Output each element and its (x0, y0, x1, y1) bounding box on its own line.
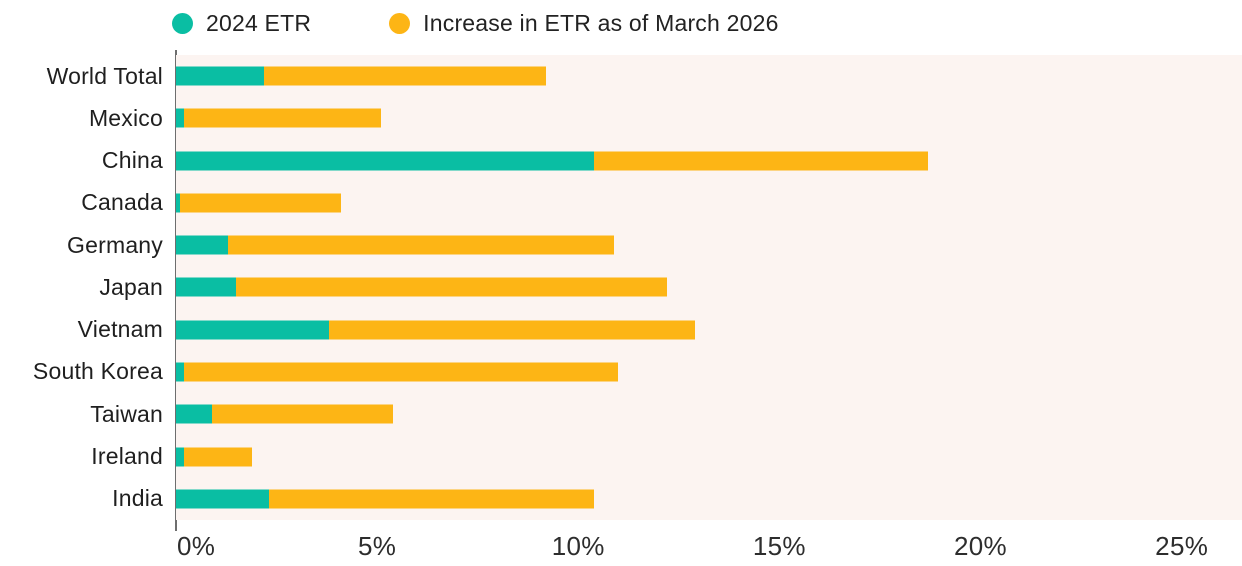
bar-segment-2024-etr (176, 404, 213, 424)
bar-row (176, 351, 1242, 393)
category-label: Mexico (88, 104, 163, 131)
stacked-bar (176, 193, 1242, 213)
x-axis-tick-label: 15% (752, 531, 806, 561)
bar-row (176, 224, 1242, 266)
stacked-bar (176, 277, 1242, 297)
bar-segment-increase (184, 108, 382, 128)
legend-label-increase: Increase in ETR as of March 2026 (423, 10, 779, 36)
bar-segment-increase (228, 235, 615, 255)
legend-dot-orange-icon (389, 13, 411, 34)
bar-row (176, 97, 1242, 139)
legend-item-increase: Increase in ETR as of March 2026 (389, 10, 778, 37)
bar-segment-2024-etr (176, 489, 269, 509)
category-label: Vietnam (77, 316, 163, 343)
x-axis-tick-labels: 0% 5% 10% 15% 20% 25% (176, 531, 1242, 563)
bar-segment-increase (184, 447, 253, 467)
bar-row (176, 478, 1242, 520)
stacked-bar (176, 447, 1242, 467)
category-label: Germany (67, 231, 163, 258)
bar-rows (176, 55, 1242, 520)
bar-row (176, 393, 1242, 435)
bar-segment-2024-etr (176, 447, 185, 467)
bar-segment-2024-etr (176, 66, 265, 86)
bar-segment-increase (180, 193, 341, 213)
x-axis-tick-label: 0% (177, 531, 216, 561)
x-axis-tick-label: 5% (358, 531, 397, 561)
bar-segment-increase (594, 151, 929, 171)
bar-row (176, 435, 1242, 477)
chart-legend: 2024 ETR Increase in ETR as of March 202… (172, 10, 779, 37)
bar-segment-2024-etr (176, 193, 181, 213)
bar-row (176, 309, 1242, 351)
bar-row (176, 55, 1242, 97)
stacked-bar (176, 320, 1242, 340)
stacked-bar (176, 362, 1242, 382)
category-label: Japan (99, 273, 163, 300)
bar-row (176, 140, 1242, 182)
bar-segment-increase (184, 362, 619, 382)
bar-segment-increase (264, 66, 547, 86)
y-axis-category-labels: World Total Mexico China Canada Germany Japan… (0, 55, 163, 520)
category-label: Taiwan (90, 400, 163, 427)
bar-row (176, 182, 1242, 224)
legend-dot-teal-icon (172, 13, 193, 34)
category-label: Ireland (91, 443, 163, 470)
x-axis-tick-label: 25% (1155, 531, 1209, 561)
x-axis-tick-label: 20% (954, 531, 1007, 561)
bar-segment-2024-etr (176, 362, 185, 382)
x-axis-tick-label: 10% (551, 531, 605, 561)
bar-segment-2024-etr (176, 277, 237, 297)
bar-segment-increase (268, 489, 595, 509)
category-label: World Total (46, 62, 163, 89)
stacked-bar (176, 404, 1242, 424)
bar-segment-2024-etr (176, 151, 595, 171)
bar-row (176, 266, 1242, 308)
stacked-bar (176, 235, 1242, 255)
category-label: South Korea (32, 358, 163, 385)
bar-segment-2024-etr (176, 320, 329, 340)
stacked-bar (176, 66, 1242, 86)
category-label: India (112, 485, 163, 512)
legend-item-2024-etr: 2024 ETR (172, 10, 311, 37)
stacked-bar (176, 489, 1242, 509)
category-label: China (101, 147, 163, 174)
bar-segment-increase (236, 277, 667, 297)
bar-segment-increase (328, 320, 695, 340)
plot-area (176, 55, 1242, 520)
bar-segment-2024-etr (176, 235, 229, 255)
category-label: Canada (81, 189, 163, 216)
stacked-bar (176, 151, 1242, 171)
legend-label-2024-etr: 2024 ETR (206, 10, 312, 36)
bar-segment-increase (212, 404, 394, 424)
stacked-bar (176, 108, 1242, 128)
bar-segment-2024-etr (176, 108, 185, 128)
